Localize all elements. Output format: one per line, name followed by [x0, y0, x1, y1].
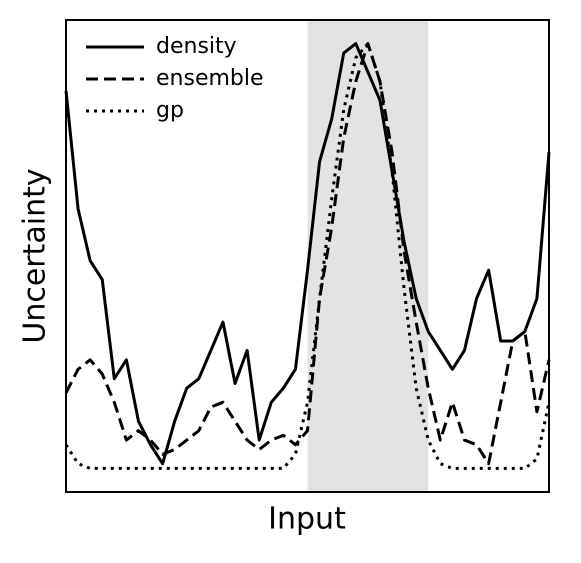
legend-label: gp — [156, 98, 184, 123]
x-axis-label: Input — [268, 502, 346, 537]
series-line — [64, 42, 551, 466]
series-line — [64, 42, 551, 466]
legend: density ensemble gp — [86, 34, 264, 123]
legend-label: density — [156, 34, 237, 59]
y-axis-label: Uncertainty — [18, 168, 53, 343]
plot-area — [64, 20, 551, 492]
axes-frame — [65, 19, 550, 493]
legend-label: ensemble — [156, 66, 264, 91]
